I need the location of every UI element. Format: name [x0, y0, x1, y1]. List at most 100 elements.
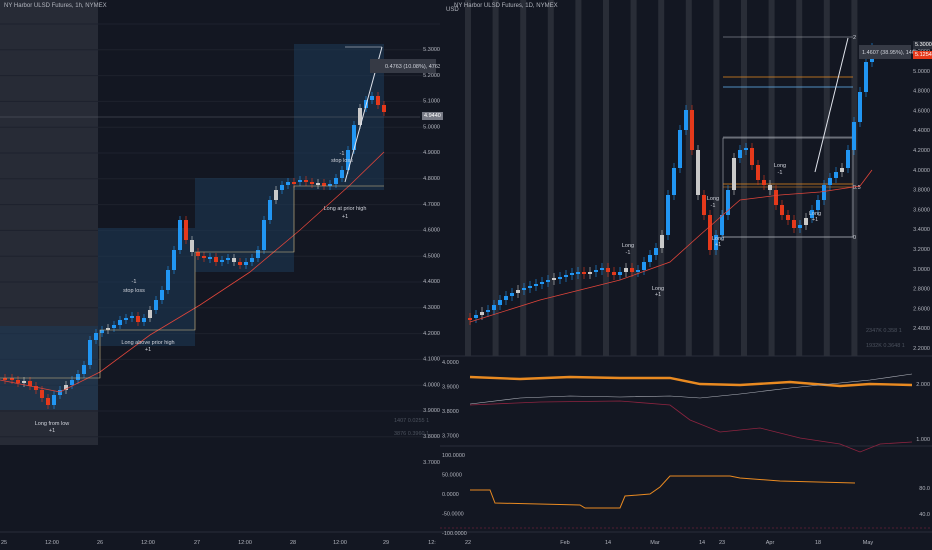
measure-arrow: [814, 37, 849, 173]
fib-label: 0: [853, 235, 856, 241]
candle-body: [28, 381, 32, 386]
watermark-line-2: 1932K 0.3648 1: [866, 343, 905, 349]
candle-body: [612, 272, 616, 275]
oscillator-red: [469, 400, 913, 453]
candle-body: [762, 180, 766, 185]
candle-body: [846, 150, 850, 168]
candle-body: [480, 312, 484, 315]
trade-annotation: Long: [707, 196, 719, 202]
candle-body: [756, 165, 760, 180]
price-tick: 4.1000: [423, 357, 440, 363]
candle-body: [340, 170, 344, 178]
trade-annotation: +1: [812, 217, 818, 223]
left-chart-canvas[interactable]: 5.3000 5.2000 5.1000 5.0000 4.9000 4.8000 4.70…: [0, 0, 440, 550]
candle-body: [786, 215, 790, 220]
candle-body: [178, 220, 182, 250]
candle-body: [154, 300, 158, 310]
time-tick: 23: [719, 540, 725, 546]
annotation-long-above-prior-high: Long above prior high: [121, 340, 174, 346]
measure-label-bg: [370, 59, 436, 73]
candle-body: [274, 190, 278, 200]
range-box: [0, 326, 98, 410]
candle-body: [94, 333, 98, 340]
candle-body: [22, 381, 26, 383]
price-tick: 3.9000: [423, 408, 440, 414]
time-tick: 12:00: [141, 540, 155, 546]
candle-body: [166, 270, 170, 290]
weekend-stripe: [768, 0, 775, 356]
measure-label: 0.4763 (10.08%), 4763: [385, 64, 440, 70]
left-current-price: 4.9440: [422, 112, 443, 120]
annotation-long-at-prior-high-count: +1: [342, 214, 348, 220]
candle-body: [316, 183, 320, 185]
candle-body: [3, 378, 7, 380]
bottom-tick: -100.0000: [442, 531, 467, 537]
left-chart-panel[interactable]: 5.3000 5.2000 5.1000 5.0000 4.9000 4.8000 4.70…: [0, 0, 443, 550]
fib-label: 0.5: [853, 185, 861, 191]
weekend-stripe: [741, 0, 747, 356]
time-tick: 29: [383, 540, 389, 546]
weekend-stripe: [796, 0, 803, 356]
candle-body: [696, 150, 700, 195]
annotation-long-from-low: Long from low: [35, 421, 70, 427]
time-tick: 12:: [428, 540, 436, 546]
candle-body: [64, 385, 68, 390]
annotation-stop-loss-2: stop loss: [331, 158, 353, 164]
moving-average-red: [469, 169, 873, 323]
candle-body: [750, 148, 754, 165]
right-chart-panel[interactable]: 5.20005.00004.80004.60004.40004.20004.00…: [440, 0, 932, 550]
candle-body: [304, 180, 308, 182]
candle-body: [474, 315, 478, 318]
candle-body: [468, 318, 472, 320]
candle-body: [184, 220, 188, 240]
weekend-stripe: [851, 0, 858, 356]
candle-body: [726, 190, 730, 215]
candle-body: [370, 96, 374, 100]
right-chart-canvas[interactable]: 5.20005.00004.80004.60004.40004.20004.00…: [440, 0, 932, 550]
price-tick: 3.8000: [423, 434, 440, 440]
candle-body: [798, 225, 802, 228]
candle-body: [858, 92, 862, 122]
time-tick: 14: [605, 540, 611, 546]
time-tick: May: [863, 540, 874, 546]
annotation-long-from-low-count: +1: [49, 428, 55, 434]
candle-body: [684, 110, 688, 130]
price-tick: 4.4000: [913, 128, 930, 134]
price-tick: 5.0000: [913, 69, 930, 75]
candle-body: [292, 182, 296, 184]
candle-body: [118, 320, 122, 325]
price-tick: 4.7000: [423, 202, 440, 208]
price-tick: 3.2000: [913, 247, 930, 253]
price-tick: 2.4000: [913, 326, 930, 332]
candle-body: [262, 220, 266, 250]
time-tick: Mar: [650, 540, 660, 546]
candle-body: [678, 130, 682, 168]
candle-body: [648, 255, 652, 262]
candle-body: [714, 235, 718, 250]
candle-body: [328, 184, 332, 186]
price-tick: 4.5000: [423, 253, 440, 259]
candle-body: [546, 280, 550, 282]
measure-label: 1.4607 (38.95%), 1460: [862, 50, 918, 56]
candle-body: [220, 260, 224, 262]
price-tick: 4.6000: [423, 228, 440, 234]
candle-body: [70, 380, 74, 385]
price-tick: 4.8000: [423, 176, 440, 182]
oscillator-grey: [469, 373, 913, 405]
candle-body: [594, 270, 598, 272]
candle-body: [196, 252, 200, 256]
trade-annotation: -1: [778, 170, 783, 176]
candle-body: [516, 290, 520, 293]
bottom-tick: 100.0000: [442, 453, 465, 459]
candle-body: [486, 310, 490, 312]
price-tick: 5.0000: [423, 124, 440, 130]
trade-annotation: Long: [809, 211, 821, 217]
candle-body: [642, 262, 646, 270]
candle-body: [690, 110, 694, 150]
time-tick: 12:00: [333, 540, 347, 546]
candle-body: [498, 300, 502, 305]
candle-body: [112, 325, 116, 328]
candle-body: [10, 378, 14, 380]
time-tick: Feb: [560, 540, 569, 546]
candle-body: [852, 122, 856, 150]
